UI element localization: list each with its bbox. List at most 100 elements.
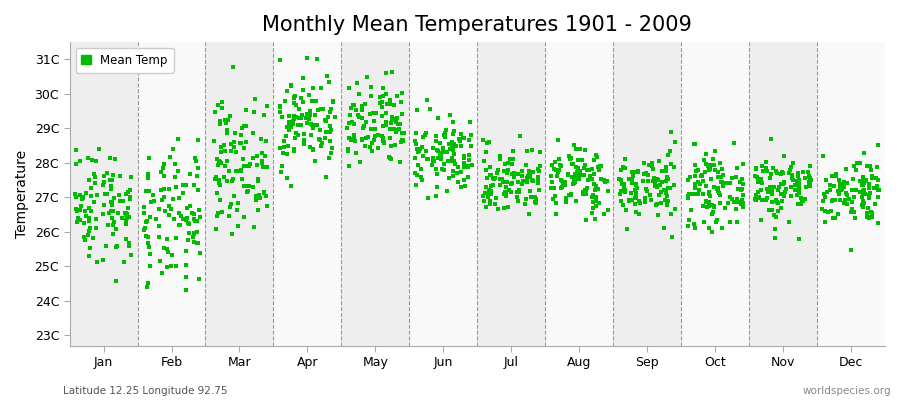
Point [590,202,604,209]
Point [284,82,298,89]
Point [237,123,251,130]
Point [495,176,509,182]
Point [356,114,370,121]
Point [87,179,102,186]
Point [762,175,777,182]
Point [375,133,390,140]
Point [462,137,476,143]
Point [341,148,356,154]
Point [302,116,316,122]
Point [187,155,202,161]
Point [824,198,839,204]
Point [341,146,356,152]
Point [324,106,338,112]
Point [568,178,582,185]
Point [141,188,156,194]
Point [825,215,840,222]
Point [447,158,462,165]
Point [726,140,741,146]
Point [182,230,196,236]
Point [801,169,815,176]
Point [104,177,119,183]
Point [375,85,390,91]
Point [802,172,816,179]
Point [493,176,508,182]
Point [834,182,849,188]
Point [285,118,300,125]
Text: Latitude 12.25 Longitude 92.75: Latitude 12.25 Longitude 92.75 [63,386,228,396]
Point [617,187,632,193]
Point [107,195,122,201]
Point [704,176,718,182]
Point [81,177,95,183]
Point [626,197,640,203]
Point [185,234,200,241]
Point [119,210,133,216]
Point [856,174,870,180]
Point [120,211,134,218]
Point [483,182,498,189]
Point [189,158,203,164]
Point [96,210,111,217]
Point [748,192,762,199]
Point [359,135,374,141]
Point [229,149,243,156]
Point [254,136,268,142]
Point [357,101,372,108]
Point [382,154,397,160]
Point [569,146,583,152]
Point [564,191,579,197]
Point [444,158,458,164]
Point [681,177,696,183]
Point [105,222,120,228]
Point [856,182,870,188]
Point [735,181,750,187]
Point [856,191,870,197]
Point [324,127,338,133]
Point [688,181,702,188]
Point [838,197,852,204]
Point [662,152,676,158]
Point [796,198,810,204]
Point [140,240,155,246]
Point [855,198,869,204]
Point [528,198,543,205]
Point [509,194,524,200]
Point [499,161,513,168]
Point [477,158,491,164]
Point [77,220,92,226]
Point [280,174,294,181]
Point [707,167,722,174]
Point [73,206,87,213]
Point [291,122,305,128]
Point [748,173,762,179]
Point [455,135,470,141]
Point [231,223,246,229]
Point [88,174,103,180]
Point [162,186,176,192]
Point [214,209,229,216]
Point [234,166,248,173]
Point [324,150,338,156]
Point [656,224,670,231]
Point [786,176,800,183]
Point [166,196,180,202]
Point [226,176,240,182]
Point [297,141,311,147]
Point [663,148,678,154]
Point [869,183,884,190]
Point [718,205,733,211]
Point [777,180,791,186]
Point [419,156,434,162]
Point [376,138,391,144]
Point [635,178,650,184]
Point [140,174,155,181]
Point [665,234,680,240]
Point [585,176,599,182]
Point [614,176,628,183]
Point [681,190,696,197]
Point [837,184,851,190]
Point [561,172,575,178]
Point [573,146,588,152]
Point [438,126,453,133]
